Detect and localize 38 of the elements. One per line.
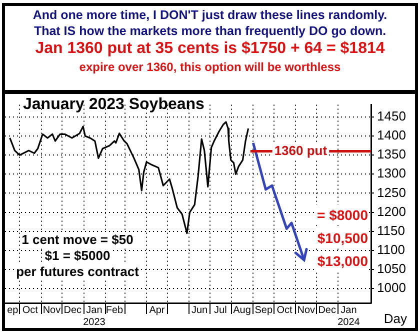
annotation: $13,000 <box>316 251 369 271</box>
x-tick-label: Nov <box>42 304 61 316</box>
x-tick-label: Dec <box>318 304 336 316</box>
x-tick-label: Jan 2024 <box>338 304 360 328</box>
y-tick-label: 1050 <box>377 261 406 276</box>
y-tick-label: 1400 <box>377 128 406 143</box>
y-tick-label: 1150 <box>377 222 405 238</box>
y-tick-label: 1350 <box>377 146 406 162</box>
x-tick-label: Dec <box>64 304 82 316</box>
annotation: = $8000 <box>316 205 369 225</box>
x-tick-label: Nov <box>297 304 316 316</box>
annotation: $10,500 <box>316 228 369 248</box>
annotation: 1 cent move = $50 <box>20 232 134 248</box>
chart-title: January 2023 Soybeans <box>23 96 204 114</box>
x-tick-label: Sep <box>254 304 273 316</box>
x-tick-label: Oct <box>276 304 293 316</box>
x-tick-label: ep <box>7 304 19 316</box>
x-tick-label: Oct <box>22 304 38 316</box>
x-tick-label: Feb <box>106 304 124 316</box>
x-tick-label: Aug <box>233 304 251 316</box>
x-tick-label: Apr <box>149 304 166 316</box>
x-axis-title: Day <box>384 311 407 326</box>
y-tick-label: 1200 <box>377 204 406 219</box>
y-tick-label: 1450 <box>377 108 406 124</box>
annotation: $1 = $5000 <box>44 248 112 264</box>
text: That IS how the markets more than frequently DO go down. <box>32 24 388 38</box>
text: expire over 1360, this option will be worthless <box>78 60 342 74</box>
x-tick-label: Jul <box>214 304 227 316</box>
x-tick-label: Jun <box>191 304 208 316</box>
x-tick-label: Jan 2023 <box>83 304 106 328</box>
annotation: per futures contract <box>15 264 140 280</box>
y-tick-label: 1100 <box>377 242 405 257</box>
y-tick-label: 1300 <box>377 166 406 181</box>
y-tick-label: 1250 <box>377 184 406 200</box>
y-tick-label: 1000 <box>377 280 406 296</box>
text: Jan 1360 put at 35 cents is $1750 + 64 = $1814 <box>34 40 386 58</box>
series-label: 1360 put <box>274 142 328 158</box>
text: And one more time, I DON'T just draw these lines randomly. <box>32 8 388 22</box>
